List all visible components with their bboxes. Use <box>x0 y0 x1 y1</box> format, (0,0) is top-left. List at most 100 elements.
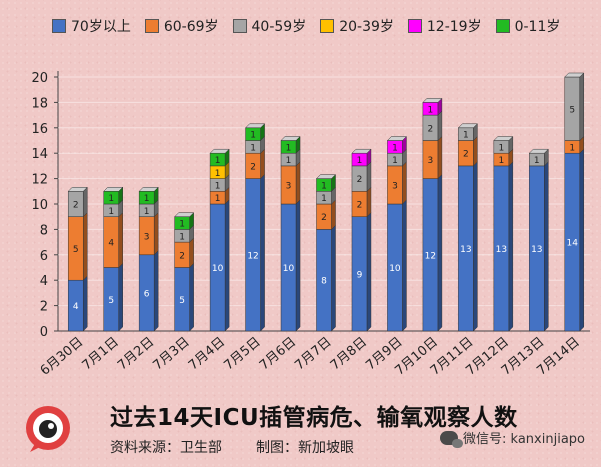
bar-segment-side <box>82 186 88 218</box>
y-tick-label: 20 <box>31 71 48 86</box>
bar-segment-side <box>437 135 443 180</box>
y-tick-label: 16 <box>31 122 48 137</box>
data-label: 2 <box>357 175 363 185</box>
data-label: 2 <box>428 124 434 134</box>
data-label: 1 <box>250 131 256 141</box>
bar-top <box>528 148 549 154</box>
source-text: 资料来源：卫生部 <box>110 440 222 456</box>
bar-top <box>174 212 195 217</box>
data-label: 5 <box>569 105 575 115</box>
data-label: 6 <box>144 289 150 299</box>
data-label: 2 <box>179 251 185 261</box>
legend: 70岁以上 60-69岁 40-59岁 20-39岁 12-19岁 0-11岁 <box>52 16 591 36</box>
bar-segment-side <box>473 135 478 167</box>
legend-item: 12-19岁 <box>407 16 482 36</box>
wechat-id: 微信号: kanxinjiapo <box>440 428 585 448</box>
y-tick-label: 6 <box>40 249 48 264</box>
data-label: 1 <box>215 181 221 191</box>
data-label: 1 <box>250 143 256 153</box>
data-label: 13 <box>460 245 471 255</box>
bar-top <box>103 187 124 192</box>
data-label: 1 <box>321 194 327 204</box>
x-tick-label: 7月6日 <box>257 335 299 374</box>
data-label: 2 <box>463 150 469 160</box>
data-label: 1 <box>286 143 292 153</box>
y-tick-label: 18 <box>31 96 48 111</box>
bar-segment-side <box>118 262 123 332</box>
data-label: 10 <box>212 264 224 274</box>
data-label: 13 <box>496 245 507 255</box>
data-label: 1 <box>498 143 504 153</box>
bar-segment-side <box>331 224 336 332</box>
data-label: 10 <box>389 264 401 274</box>
x-tick-label: 7月4日 <box>186 335 228 374</box>
data-label: 12 <box>425 251 436 261</box>
bar-segment-side <box>295 199 301 332</box>
bar-segment-side <box>508 161 514 332</box>
data-label: 12 <box>247 251 258 261</box>
made-by-text: 制图：新加坡眼 <box>256 440 354 456</box>
x-tick-label: 7月5日 <box>221 335 263 374</box>
data-label: 2 <box>73 201 79 211</box>
bar-segment-side <box>153 212 159 256</box>
data-label: 1 <box>569 143 575 153</box>
legend-swatch <box>320 19 335 33</box>
bar-segment-side <box>82 275 88 332</box>
bar-segment-side <box>402 161 407 205</box>
legend-swatch <box>144 19 159 33</box>
data-label: 5 <box>108 296 114 306</box>
bar-top <box>280 136 301 141</box>
data-label: 2 <box>357 201 363 211</box>
bar-top <box>244 123 266 129</box>
y-tick-label: 14 <box>31 147 48 162</box>
data-label: 5 <box>179 296 185 306</box>
data-label: 10 <box>283 264 295 274</box>
bar-segment-side <box>579 72 585 142</box>
data-label: 1 <box>498 156 504 166</box>
y-tick-label: 4 <box>40 274 48 289</box>
data-label: 8 <box>321 277 327 287</box>
bar-segment-side <box>82 212 88 281</box>
y-tick-label: 12 <box>31 173 48 188</box>
data-label: 1 <box>357 156 363 166</box>
bar-top <box>315 174 337 179</box>
bar-top <box>493 136 514 141</box>
data-label: 1 <box>108 194 114 204</box>
bar-segment-side <box>260 148 265 180</box>
legend-item: 60-69岁 <box>144 16 219 36</box>
x-tick-label: 7月8日 <box>328 335 370 374</box>
y-tick-label: 10 <box>31 198 48 213</box>
bar-top <box>351 148 372 154</box>
data-label: 1 <box>144 207 150 217</box>
data-label: 1 <box>215 169 221 179</box>
data-label: 9 <box>357 270 363 280</box>
bar-segment-side <box>544 161 549 332</box>
bar-top <box>386 136 408 141</box>
bar-top <box>457 123 478 129</box>
legend-item: 70岁以上 <box>52 16 131 36</box>
bar-top <box>209 148 230 154</box>
data-label: 1 <box>428 105 434 115</box>
bar-segment-side <box>366 161 372 192</box>
data-label: 3 <box>144 232 150 242</box>
legend-item: 0-11岁 <box>495 16 560 36</box>
data-label: 3 <box>428 156 434 166</box>
bar-segment-side <box>402 199 407 332</box>
data-label: 1 <box>215 194 221 204</box>
logo-icon <box>26 406 70 452</box>
legend-label: 20-39岁 <box>339 19 394 35</box>
data-label: 1 <box>215 156 221 166</box>
bar-segment-side <box>473 161 478 332</box>
stacked-bar-chart: 024681012141618204526月30日54117月1日63117月2… <box>31 71 590 379</box>
legend-label: 40-59岁 <box>251 19 307 35</box>
bar-segment-side <box>189 237 194 269</box>
data-label: 5 <box>73 245 79 255</box>
bar-segment-side <box>189 262 194 332</box>
legend-swatch <box>407 19 422 33</box>
bar-segment-side <box>331 199 336 231</box>
data-label: 1 <box>179 232 185 242</box>
bar-top <box>138 187 159 192</box>
wechat-icon <box>440 430 464 448</box>
data-label: 1 <box>534 156 540 166</box>
bar-top <box>564 72 585 78</box>
